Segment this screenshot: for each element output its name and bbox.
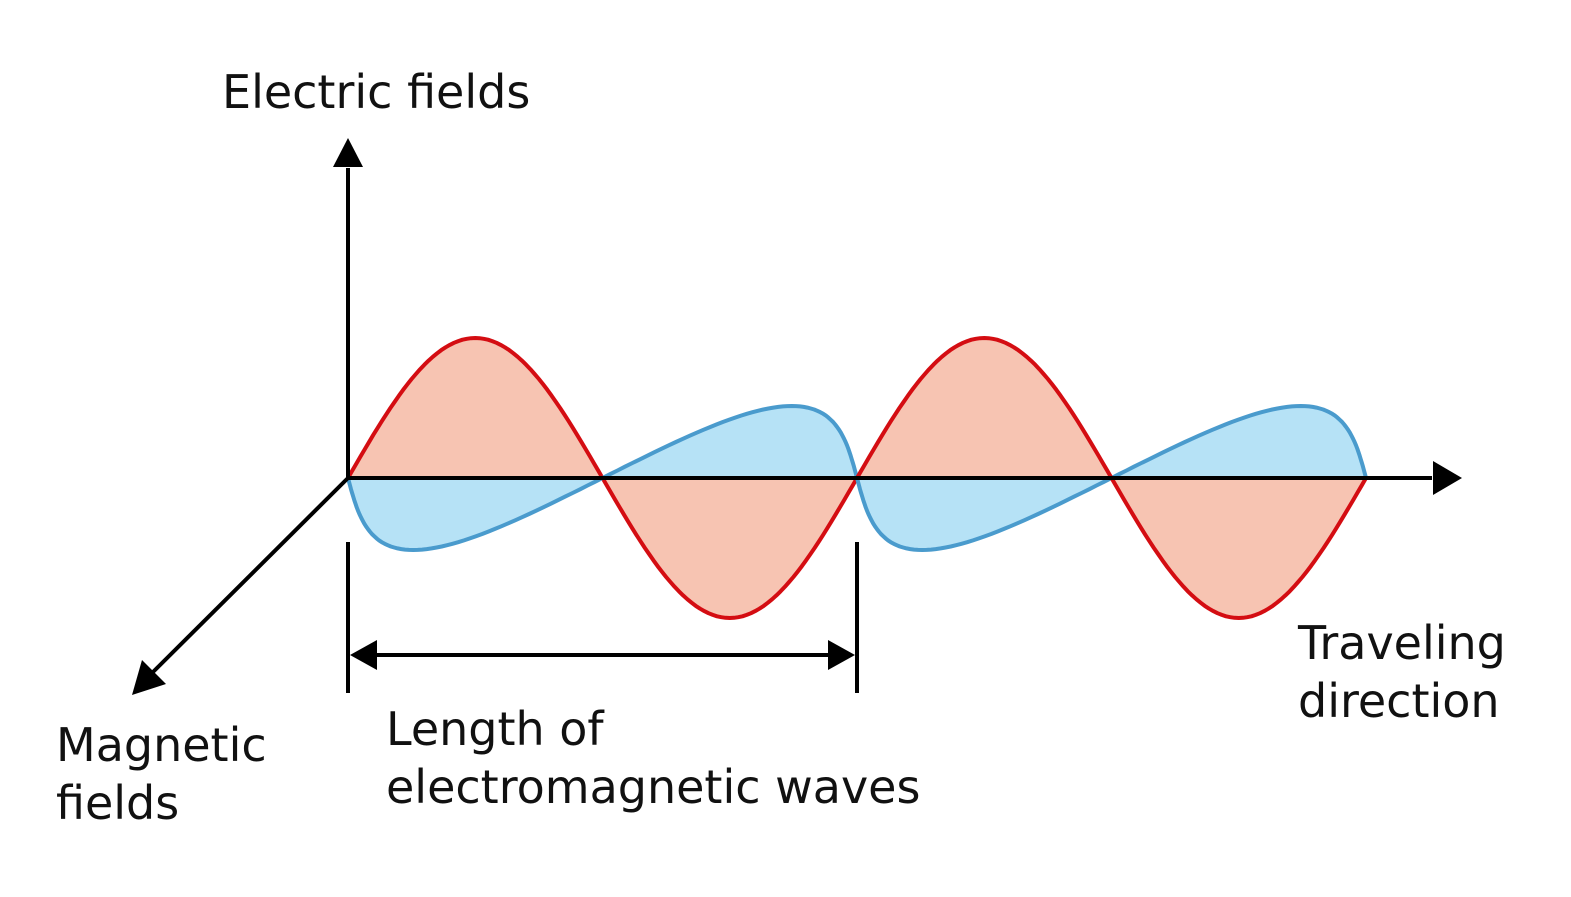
traveling-direction-line-2: direction [1298, 674, 1500, 728]
wavelength-line-2: electromagnetic waves [386, 760, 921, 814]
electric-field-lobe [855, 336, 1114, 480]
wavelength-marker [346, 542, 859, 693]
magnetic-field-lobe [1109, 404, 1368, 480]
magnetic-fields-line-1: Magnetic [56, 718, 267, 772]
magnetic-field-lobe [346, 476, 605, 552]
magnetic-fields-line-2: fields [56, 776, 180, 830]
magnetic-axis-arrowhead [132, 660, 166, 695]
electric-fields-text: Electric fields [222, 65, 531, 119]
magnetic-field-lobe [600, 404, 859, 480]
electric-field-lobe [1109, 476, 1368, 620]
axes [132, 138, 1462, 695]
traveling-direction-line-1: Traveling [1298, 616, 1506, 670]
magnetic-field-axis [150, 476, 350, 675]
traveling-direction-label: Traveling direction [1298, 614, 1506, 730]
electric-fields-label: Electric fields [222, 63, 530, 121]
magnetic-field-lobe [855, 476, 1114, 552]
wavelength-left-arrowhead [350, 640, 377, 670]
magnetic-fields-label: Magnetic fields [56, 716, 267, 832]
wavelength-label: Length of electromagnetic waves [386, 700, 920, 816]
electric-axis-arrowhead [333, 138, 363, 167]
traveling-axis-arrowhead [1433, 461, 1462, 495]
electric-field-lobe [600, 476, 859, 620]
wave-layer [346, 336, 1368, 620]
wavelength-line-1: Length of [386, 702, 604, 756]
wavelength-right-arrowhead [828, 640, 855, 670]
electric-field-lobe [346, 336, 605, 480]
